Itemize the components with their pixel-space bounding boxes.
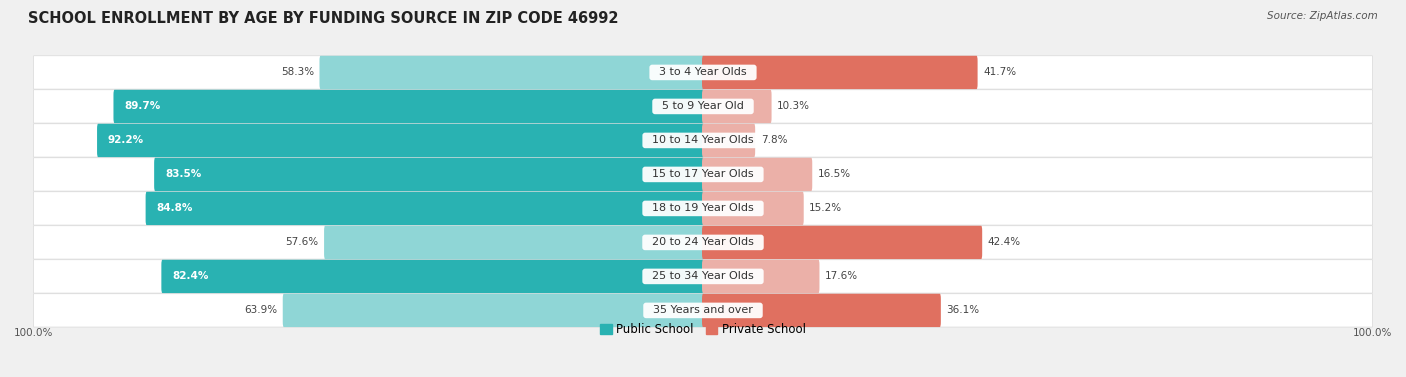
Text: 63.9%: 63.9%: [245, 305, 277, 316]
Text: 16.5%: 16.5%: [818, 169, 851, 179]
Text: 10 to 14 Year Olds: 10 to 14 Year Olds: [645, 135, 761, 146]
FancyBboxPatch shape: [702, 124, 755, 157]
Text: Source: ZipAtlas.com: Source: ZipAtlas.com: [1267, 11, 1378, 21]
FancyBboxPatch shape: [702, 260, 820, 293]
Text: 36.1%: 36.1%: [946, 305, 980, 316]
FancyBboxPatch shape: [34, 56, 1372, 89]
FancyBboxPatch shape: [34, 226, 1372, 259]
FancyBboxPatch shape: [34, 260, 1372, 293]
FancyBboxPatch shape: [34, 192, 1372, 225]
Text: 3 to 4 Year Olds: 3 to 4 Year Olds: [652, 67, 754, 77]
Text: 58.3%: 58.3%: [281, 67, 314, 77]
Text: 7.8%: 7.8%: [761, 135, 787, 146]
FancyBboxPatch shape: [702, 294, 941, 327]
FancyBboxPatch shape: [702, 192, 804, 225]
Text: 83.5%: 83.5%: [165, 169, 201, 179]
FancyBboxPatch shape: [146, 192, 704, 225]
FancyBboxPatch shape: [34, 294, 1372, 327]
Text: 20 to 24 Year Olds: 20 to 24 Year Olds: [645, 238, 761, 247]
Text: 92.2%: 92.2%: [108, 135, 143, 146]
FancyBboxPatch shape: [702, 56, 977, 89]
Text: 57.6%: 57.6%: [285, 238, 319, 247]
Text: 15 to 17 Year Olds: 15 to 17 Year Olds: [645, 169, 761, 179]
Text: 41.7%: 41.7%: [983, 67, 1017, 77]
Text: 100.0%: 100.0%: [1353, 328, 1392, 338]
Text: 10.3%: 10.3%: [778, 101, 810, 112]
FancyBboxPatch shape: [162, 260, 704, 293]
FancyBboxPatch shape: [97, 124, 704, 157]
Text: 5 to 9 Year Old: 5 to 9 Year Old: [655, 101, 751, 112]
FancyBboxPatch shape: [702, 158, 813, 191]
FancyBboxPatch shape: [34, 158, 1372, 191]
FancyBboxPatch shape: [34, 124, 1372, 157]
FancyBboxPatch shape: [114, 90, 704, 123]
FancyBboxPatch shape: [319, 56, 704, 89]
Text: 89.7%: 89.7%: [124, 101, 160, 112]
FancyBboxPatch shape: [702, 90, 772, 123]
Text: 25 to 34 Year Olds: 25 to 34 Year Olds: [645, 271, 761, 281]
Text: 100.0%: 100.0%: [14, 328, 53, 338]
Text: 17.6%: 17.6%: [825, 271, 858, 281]
Text: 42.4%: 42.4%: [988, 238, 1021, 247]
FancyBboxPatch shape: [323, 226, 704, 259]
Legend: Public School, Private School: Public School, Private School: [600, 323, 806, 336]
Text: 18 to 19 Year Olds: 18 to 19 Year Olds: [645, 204, 761, 213]
Text: 15.2%: 15.2%: [810, 204, 842, 213]
Text: 35 Years and over: 35 Years and over: [647, 305, 759, 316]
Text: 84.8%: 84.8%: [156, 204, 193, 213]
Text: SCHOOL ENROLLMENT BY AGE BY FUNDING SOURCE IN ZIP CODE 46992: SCHOOL ENROLLMENT BY AGE BY FUNDING SOUR…: [28, 11, 619, 26]
FancyBboxPatch shape: [34, 90, 1372, 123]
Text: 82.4%: 82.4%: [172, 271, 208, 281]
FancyBboxPatch shape: [283, 294, 704, 327]
FancyBboxPatch shape: [155, 158, 704, 191]
FancyBboxPatch shape: [702, 226, 983, 259]
